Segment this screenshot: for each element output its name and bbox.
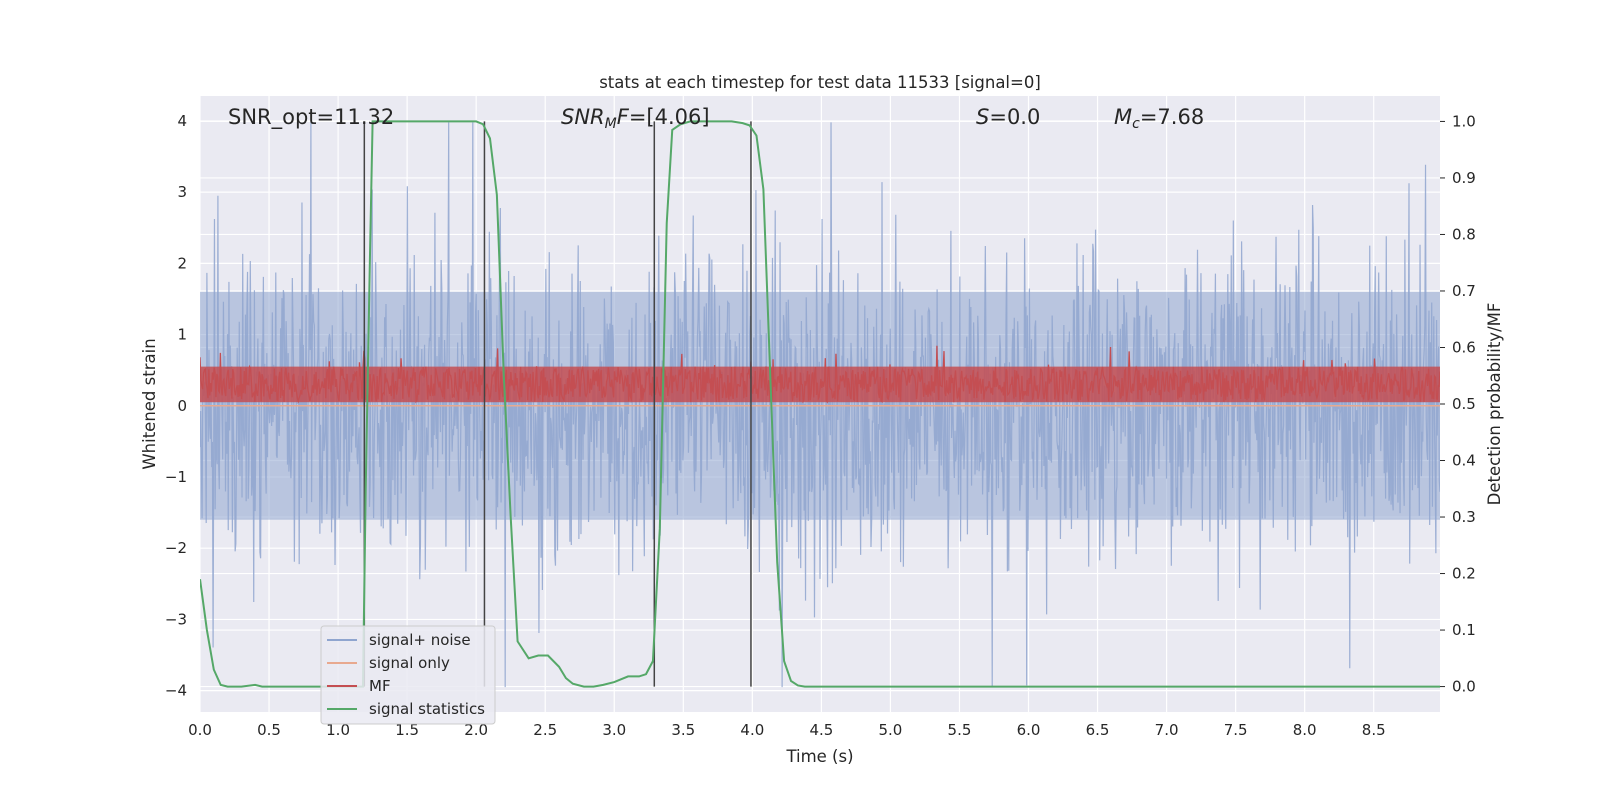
- y-left-tick-label: 3: [177, 183, 187, 201]
- annotation-s: S=0.0: [976, 105, 1040, 129]
- y-left-tick-label: −1: [165, 468, 187, 486]
- mc-label: M: [1114, 105, 1132, 129]
- y-left-tick-label: 2: [177, 254, 187, 272]
- s-label: S: [976, 105, 989, 129]
- y-axis-left-label: Whitened strain: [140, 338, 159, 469]
- y-right-tick-label: 0.9: [1452, 169, 1476, 187]
- x-tick-label: 4.5: [809, 721, 833, 739]
- legend-label-mf: MF: [369, 677, 391, 695]
- annotation-mc: Mc=7.68: [1114, 105, 1204, 132]
- y-right-tick-label: 0.3: [1452, 508, 1476, 526]
- x-tick-label: 6.0: [1017, 721, 1041, 739]
- x-tick-label: 7.0: [1155, 721, 1179, 739]
- y-right-tick-label: 0.5: [1452, 395, 1476, 413]
- x-tick-label: 8.0: [1293, 721, 1317, 739]
- annotation-snr-opt: SNR_opt=11.32: [228, 105, 394, 130]
- x-tick-label: 3.5: [671, 721, 695, 739]
- y-left-tick-label: 0: [177, 397, 187, 415]
- legend: signal+ noise signal only MF signal stat…: [320, 625, 496, 725]
- x-tick-label: 8.5: [1362, 721, 1386, 739]
- y-axis-left-ticks: 4 3 2 1 0 −1 −2 −3 −4: [165, 112, 187, 700]
- mf-line: [200, 345, 1440, 404]
- annotation-snr-mf: SNRMF=[4.06]: [561, 105, 710, 132]
- chart-title: stats at each timestep for test data 115…: [599, 73, 1041, 92]
- y-right-tick-label: 0.1: [1452, 621, 1476, 639]
- legend-label-signal-statistics: signal statistics: [369, 700, 485, 718]
- x-tick-label: 0.0: [188, 721, 212, 739]
- y-right-tick-label: 0.0: [1452, 678, 1476, 696]
- s-value: =0.0: [989, 105, 1040, 129]
- y-right-tick-label: 1.0: [1452, 112, 1476, 130]
- x-axis-label: Time (s): [785, 747, 853, 766]
- vertical-markers: [363, 121, 752, 687]
- x-tick-label: 6.5: [1086, 721, 1110, 739]
- snr-mf-f: F: [617, 105, 630, 129]
- y-left-tick-label: 1: [177, 326, 187, 344]
- snr-mf-sub: M: [605, 116, 617, 132]
- x-axis-ticks: 0.0 0.5 1.0 1.5 2.0 2.5 3.0 3.5 4.0 4.5 5.0 5.5 6.0 6…: [188, 721, 1386, 739]
- y-right-tick-label: 0.8: [1452, 225, 1476, 243]
- x-tick-label: 1.5: [395, 721, 419, 739]
- mc-value: =7.68: [1140, 105, 1204, 129]
- y-right-tick-label: 0.4: [1452, 452, 1476, 470]
- legend-label-signal-only: signal only: [369, 654, 450, 672]
- y-left-tick-label: −2: [165, 539, 187, 557]
- x-tick-label: 2.5: [533, 721, 557, 739]
- x-tick-label: 0.5: [257, 721, 281, 739]
- y-right-tick-label: 0.2: [1452, 565, 1476, 583]
- x-tick-label: 4.0: [740, 721, 764, 739]
- x-tick-label: 5.0: [878, 721, 902, 739]
- y-axis-right-ticks: 1.0 0.9 0.8 0.7 0.6 0.5 0.4 0.3 0.2 0.1 0.0: [1440, 112, 1476, 696]
- x-tick-label: 1.0: [326, 721, 350, 739]
- y-left-tick-label: −4: [165, 682, 187, 700]
- x-tick-label: 3.0: [602, 721, 626, 739]
- legend-box: [320, 625, 496, 725]
- snr-mf-label: SNR: [561, 105, 605, 129]
- x-tick-label: 5.5: [948, 721, 972, 739]
- x-tick-label: 7.5: [1224, 721, 1248, 739]
- mf-series: [200, 345, 1440, 404]
- y-right-tick-label: 0.7: [1452, 282, 1476, 300]
- y-axis-right-label: Detection probability/MF: [1485, 303, 1504, 506]
- snr-mf-value: =[4.06]: [629, 105, 710, 129]
- y-left-tick-label: −3: [165, 610, 187, 628]
- signal-noise-line: [200, 122, 1440, 688]
- y-right-tick-label: 0.6: [1452, 338, 1476, 356]
- y-left-tick-label: 4: [177, 112, 187, 130]
- x-tick-label: 2.0: [464, 721, 488, 739]
- legend-label-signal-noise: signal+ noise: [369, 631, 471, 649]
- mc-sub: c: [1132, 116, 1140, 132]
